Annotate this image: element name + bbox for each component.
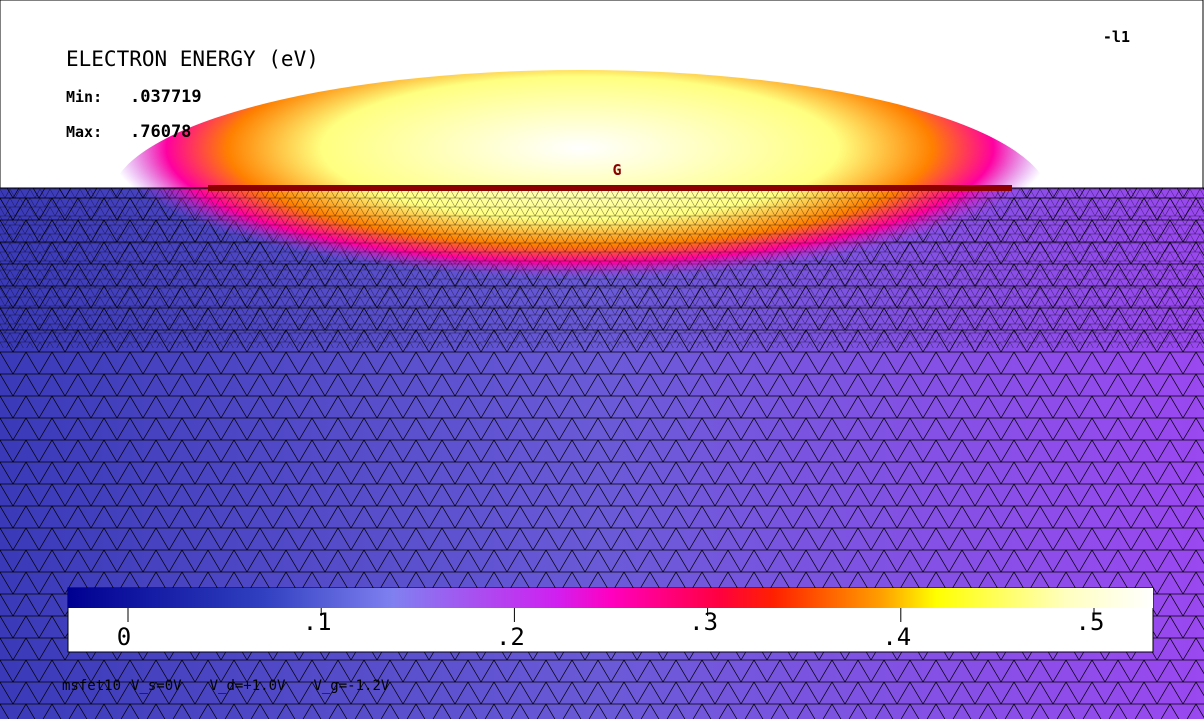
max-label: Max: bbox=[66, 123, 102, 141]
colorbar-tick-label: .1 bbox=[303, 608, 332, 636]
mesh-fine bbox=[0, 188, 1204, 348]
colorbar-tick-label: .5 bbox=[1076, 608, 1105, 636]
title: ELECTRON ENERGY (eV) bbox=[66, 47, 319, 71]
colorbar-tick-label: .3 bbox=[689, 608, 718, 636]
footer-text: V_s=0V bbox=[131, 678, 182, 694]
min-label: Min: bbox=[66, 88, 102, 106]
max-value: .76078 bbox=[130, 122, 191, 142]
colorbar-tick-label: 0 bbox=[117, 623, 131, 651]
footer-text: msfet10 bbox=[62, 678, 121, 694]
colorbar: 0 .1 .2 .3 .4 .5 bbox=[67, 587, 1154, 653]
gate-contact bbox=[208, 185, 1012, 191]
gate-label: G bbox=[612, 161, 621, 179]
corner-label: -l1 bbox=[1103, 28, 1130, 46]
colorbar-tick-label: .4 bbox=[882, 623, 911, 651]
footer: msfet10 V_s=0V V_d=+1.0V V_g=-1.2V bbox=[62, 678, 390, 694]
min-value: .037719 bbox=[130, 87, 202, 107]
colorbar-tick-label: .2 bbox=[496, 623, 525, 651]
footer-text: V_g=-1.2V bbox=[313, 678, 389, 694]
colorbar-strip bbox=[68, 588, 1153, 608]
footer-text: V_d=+1.0V bbox=[210, 678, 286, 694]
